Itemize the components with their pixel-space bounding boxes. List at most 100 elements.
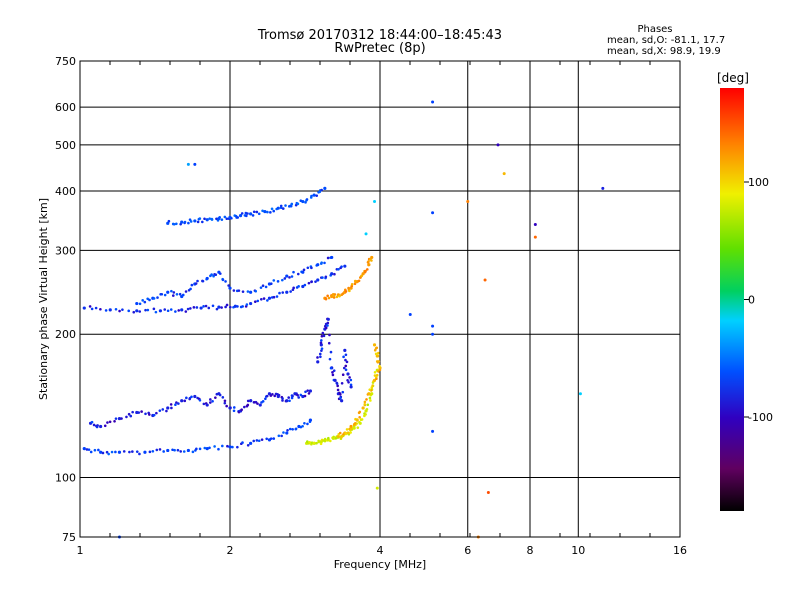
data-point xyxy=(260,438,264,441)
data-point xyxy=(196,220,200,224)
y-tick-label: 100 xyxy=(55,472,76,485)
data-point xyxy=(338,431,342,435)
data-point xyxy=(301,270,305,274)
data-point xyxy=(156,296,159,299)
data-point xyxy=(283,277,287,280)
data-point xyxy=(198,447,202,451)
data-point xyxy=(367,263,371,267)
data-point xyxy=(314,280,317,283)
data-point xyxy=(167,219,171,223)
data-point xyxy=(135,301,139,306)
data-point xyxy=(177,309,181,312)
x-tick-label: 16 xyxy=(673,544,687,557)
data-point xyxy=(285,274,289,278)
data-point xyxy=(251,214,255,217)
data-point xyxy=(243,405,246,409)
data-point xyxy=(356,426,360,429)
data-point xyxy=(169,308,173,311)
data-point xyxy=(223,399,227,403)
data-point xyxy=(205,218,209,222)
info-heading: Phases xyxy=(637,24,672,35)
data-point xyxy=(198,398,202,402)
data-point xyxy=(315,194,319,197)
data-point xyxy=(358,410,362,414)
data-point xyxy=(166,448,170,453)
data-point xyxy=(310,280,313,284)
x-tick-label: 8 xyxy=(527,544,534,557)
data-point xyxy=(329,350,333,354)
data-point xyxy=(299,393,303,397)
data-point xyxy=(232,289,236,292)
data-point xyxy=(289,290,292,293)
data-point xyxy=(366,403,370,407)
data-point xyxy=(431,429,435,433)
data-point xyxy=(209,401,212,404)
data-point xyxy=(143,450,147,454)
data-point xyxy=(342,355,345,359)
data-point xyxy=(279,204,283,208)
data-point xyxy=(288,427,292,431)
data-point xyxy=(146,297,149,301)
data-point xyxy=(377,360,381,363)
data-point xyxy=(319,442,323,446)
x-tick-label: 10 xyxy=(571,544,585,557)
data-point xyxy=(148,413,151,416)
data-point xyxy=(276,280,280,283)
data-point xyxy=(176,448,180,452)
data-point xyxy=(284,204,287,207)
data-point xyxy=(85,448,89,451)
data-point xyxy=(226,444,229,448)
data-point xyxy=(272,295,276,299)
data-point xyxy=(113,419,116,423)
data-point xyxy=(324,297,328,301)
data-point xyxy=(272,437,276,440)
data-point xyxy=(347,380,350,384)
data-point xyxy=(431,211,435,215)
data-point xyxy=(288,399,291,403)
data-point xyxy=(217,305,221,309)
info-line-x: mean, sd,X: 98.9, 19.9 xyxy=(607,46,721,57)
data-point xyxy=(137,411,141,414)
data-point xyxy=(340,399,344,403)
data-point xyxy=(187,221,190,225)
data-point xyxy=(179,450,183,453)
colorbar-tick-label: 100 xyxy=(748,176,769,189)
data-point xyxy=(373,348,377,352)
data-point xyxy=(323,324,327,328)
data-point xyxy=(350,283,354,286)
data-point xyxy=(141,299,144,302)
data-point xyxy=(263,209,267,214)
data-point xyxy=(319,343,323,347)
data-point xyxy=(103,424,107,428)
data-point xyxy=(361,272,365,276)
data-point xyxy=(301,199,305,204)
data-point xyxy=(317,440,321,444)
data-point xyxy=(269,282,273,285)
data-point xyxy=(264,285,268,289)
data-point xyxy=(264,397,267,401)
data-point xyxy=(533,235,537,239)
data-point xyxy=(290,275,294,278)
data-point xyxy=(301,424,304,428)
data-point xyxy=(214,396,217,399)
data-point xyxy=(340,265,343,268)
data-point xyxy=(237,289,241,292)
data-point xyxy=(333,272,336,276)
data-point xyxy=(82,306,86,310)
data-point xyxy=(99,307,102,311)
data-point xyxy=(316,356,319,359)
data-point xyxy=(215,217,218,221)
data-point xyxy=(578,392,582,396)
data-point xyxy=(336,384,339,388)
data-point xyxy=(211,399,214,403)
data-point xyxy=(363,400,367,404)
data-point xyxy=(332,296,336,299)
data-point xyxy=(257,212,261,216)
data-point xyxy=(241,305,244,308)
data-point xyxy=(329,366,333,370)
data-point xyxy=(101,451,105,455)
data-point xyxy=(161,408,165,411)
data-point xyxy=(320,334,324,338)
data-point xyxy=(117,416,122,421)
data-point xyxy=(287,396,290,399)
